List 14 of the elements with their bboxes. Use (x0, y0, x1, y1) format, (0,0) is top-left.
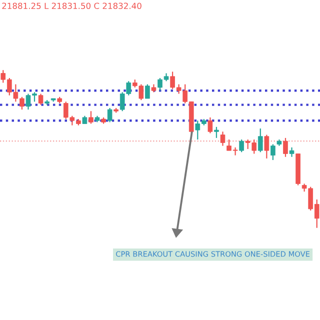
candlestick (145, 84, 150, 100)
candlestick (283, 137, 288, 158)
candlestick (88, 110, 94, 124)
text: 21881.25 L 21831.50 C 21832.40 (2, 2, 142, 10)
candlestick (107, 107, 112, 123)
candlestick (264, 134, 270, 160)
candlestick (239, 138, 244, 153)
candlestick (258, 128, 263, 153)
candlestick (289, 146, 294, 158)
candlestick (270, 144, 276, 161)
candlestick (220, 131, 226, 146)
candlestick (214, 126, 219, 138)
candlestick (208, 116, 213, 134)
candlestick (38, 93, 44, 106)
